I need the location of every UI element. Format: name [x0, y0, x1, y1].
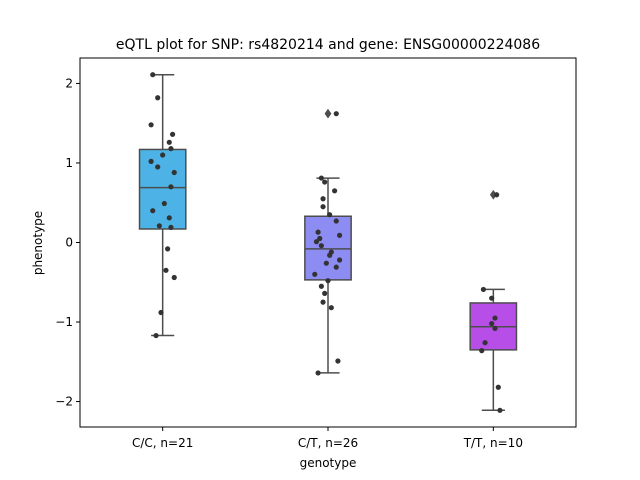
data-point	[160, 152, 166, 158]
data-point	[155, 95, 161, 101]
data-point	[333, 111, 339, 117]
data-point	[327, 252, 333, 258]
data-point	[317, 235, 323, 242]
data-point	[328, 305, 334, 311]
data-point	[335, 358, 341, 364]
data-point	[323, 260, 329, 266]
data-point	[320, 299, 326, 305]
y-axis-label: phenotype	[31, 211, 45, 275]
data-point	[322, 179, 328, 185]
data-point	[327, 212, 333, 218]
outlier-marker	[324, 108, 332, 119]
data-point	[312, 271, 318, 277]
data-point	[166, 215, 172, 221]
data-point	[494, 192, 500, 198]
x-axis-label: genotype	[300, 456, 357, 470]
x-tick-label: C/C, n=21	[132, 436, 193, 450]
data-point	[161, 200, 167, 207]
data-point	[150, 208, 156, 214]
data-point	[155, 164, 161, 170]
data-point	[158, 309, 164, 316]
box-iqr	[304, 215, 352, 281]
data-point	[166, 139, 172, 145]
x-tick-label: T/T, n=10	[463, 436, 523, 450]
axes-layer: −2 −1 0 1 2 C/C, n=21 C/T, n=26 T/T, n=10	[55, 76, 523, 450]
plot-frame	[79, 57, 577, 428]
data-point	[168, 224, 174, 230]
data-point	[495, 384, 501, 390]
data-point	[156, 223, 162, 229]
y-tick-label: 1	[65, 156, 73, 170]
box-layer	[138, 73, 518, 412]
data-point	[318, 175, 324, 181]
data-point	[333, 264, 339, 270]
data-point	[313, 239, 320, 245]
data-point	[169, 131, 176, 137]
data-point	[325, 278, 331, 284]
data-point	[318, 243, 324, 249]
data-point	[150, 72, 156, 78]
data-point	[333, 218, 339, 224]
y-tick-label: 2	[65, 76, 73, 90]
strip-points-layer	[148, 72, 503, 413]
data-point	[492, 315, 498, 321]
data-point	[336, 232, 343, 238]
data-point	[163, 267, 169, 273]
chart-title: eQTL plot for SNP: rs4820214 and gene: E…	[116, 37, 540, 53]
y-tick-label: −1	[55, 315, 73, 329]
data-point	[320, 204, 326, 210]
data-point	[171, 169, 177, 176]
data-point	[315, 229, 321, 235]
data-point	[320, 196, 326, 202]
data-point	[153, 332, 159, 339]
data-point	[497, 407, 503, 413]
data-point	[148, 122, 154, 128]
y-tick-label: −2	[55, 395, 73, 409]
box-iqr	[138, 148, 187, 230]
data-point	[480, 286, 487, 293]
data-point	[336, 257, 343, 263]
data-point	[489, 321, 495, 327]
data-point	[322, 290, 328, 296]
data-point	[168, 146, 174, 152]
data-point	[165, 246, 171, 252]
data-point	[492, 325, 498, 331]
data-point	[315, 370, 321, 376]
y-tick-label: 0	[65, 236, 73, 250]
data-point	[318, 283, 324, 289]
data-point	[148, 158, 154, 164]
data-point	[168, 184, 174, 190]
data-point	[171, 274, 177, 281]
data-point	[479, 348, 485, 354]
x-tick-label: C/T, n=26	[298, 436, 358, 450]
data-point	[482, 340, 488, 346]
data-point	[489, 295, 495, 301]
data-point	[332, 188, 338, 194]
